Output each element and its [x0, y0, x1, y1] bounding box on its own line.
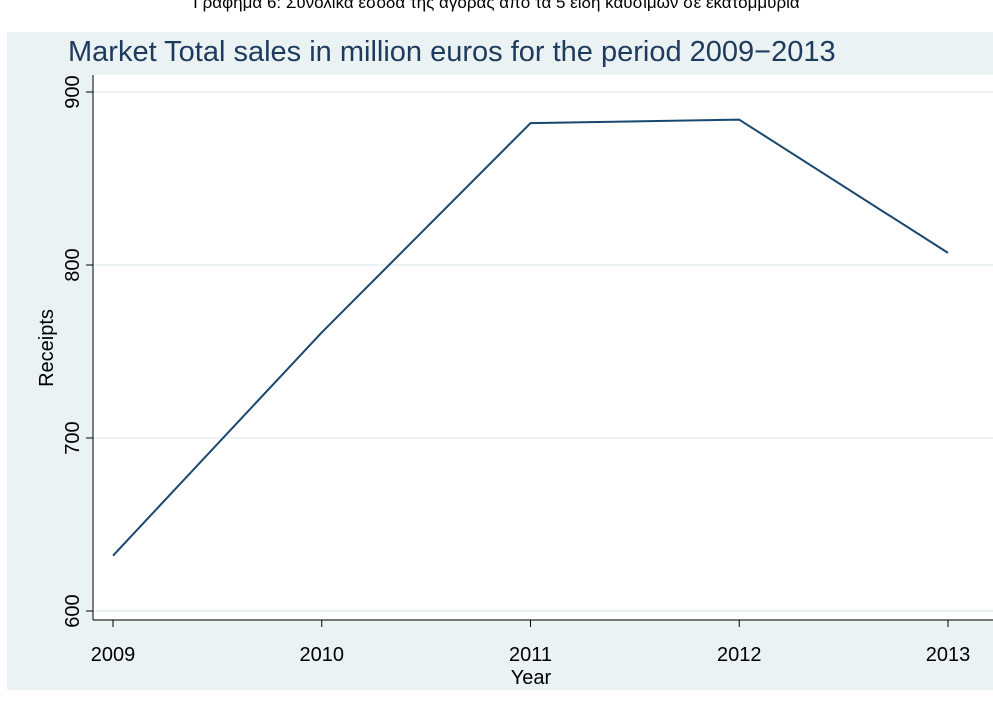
- x-tick-label: 2013: [926, 644, 971, 666]
- gridlines: [93, 91, 993, 612]
- x-tick-label: 2009: [91, 644, 136, 666]
- x-tick-label: 2010: [300, 644, 345, 666]
- x-axis-ticks: 2009 2010 2011 2012 2013: [91, 620, 971, 666]
- figure-caption: Γράφημα 6: Συνολικά έσοδα της αγοράς από…: [193, 0, 800, 12]
- y-tick-label: 800: [62, 248, 84, 281]
- y-tick-label: 600: [62, 594, 84, 627]
- y-axis-ticks: 600 700 800 900: [62, 75, 93, 628]
- x-tick-label: 2011: [509, 644, 552, 666]
- series-line-1: [112, 118, 949, 557]
- y-tick-label: 900: [62, 75, 84, 108]
- x-tick-label: 2012: [717, 644, 762, 666]
- y-axis-title: Receipts: [36, 309, 58, 387]
- series-layer: [112, 118, 949, 557]
- y-tick-label: 700: [62, 421, 84, 454]
- chart-title: Market Total sales in million euros for …: [68, 36, 836, 68]
- plot-area: [93, 75, 993, 619]
- x-axis-title: Year: [511, 667, 552, 689]
